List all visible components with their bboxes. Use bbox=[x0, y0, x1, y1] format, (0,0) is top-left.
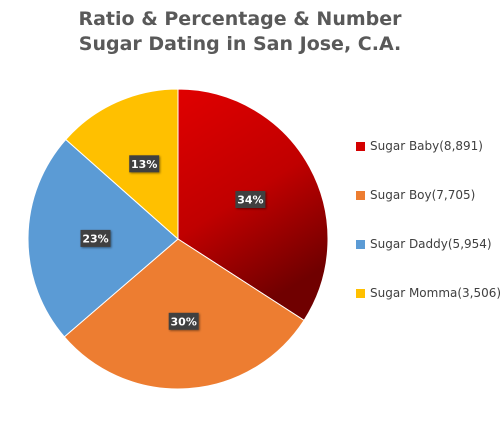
legend-swatch-sugar-boy bbox=[356, 191, 365, 200]
legend-swatch-sugar-momma bbox=[356, 289, 365, 298]
legend-label-sugar-boy: Sugar Boy(7,705) bbox=[370, 188, 475, 202]
legend-label-sugar-daddy: Sugar Daddy(5,954) bbox=[370, 237, 492, 251]
slice-sugar-momma bbox=[65, 88, 179, 241]
percent-label-sugar-momma: 13% bbox=[131, 158, 157, 171]
chart-subtitle: Sugar Dating in San Jose, C.A. bbox=[79, 33, 401, 55]
legend-swatch-sugar-daddy bbox=[356, 240, 365, 249]
legend-label-sugar-baby: Sugar Baby(8,891) bbox=[370, 139, 483, 153]
legend: Sugar Baby(8,891) Sugar Boy(7,705) Sugar D… bbox=[356, 139, 500, 300]
percent-label-box-sugar-daddy bbox=[80, 229, 111, 247]
percent-label-box-sugar-momma bbox=[129, 155, 160, 173]
percent-label-box-sugar-baby bbox=[235, 191, 266, 208]
percent-label-sugar-baby: 34% bbox=[237, 194, 263, 207]
percent-label-sugar-boy: 30% bbox=[171, 315, 197, 328]
legend-swatch-sugar-baby bbox=[356, 142, 365, 151]
chart-title: Ratio & Percentage & Number bbox=[78, 8, 402, 30]
pie-slices bbox=[27, 88, 329, 390]
percent-label-sugar-daddy: 23% bbox=[82, 232, 108, 245]
percent-labels: 34% 30% 23% 13% bbox=[80, 155, 266, 330]
percent-label-box-sugar-boy bbox=[168, 312, 199, 330]
legend-label-sugar-momma: Sugar Momma(3,506) bbox=[370, 286, 500, 300]
